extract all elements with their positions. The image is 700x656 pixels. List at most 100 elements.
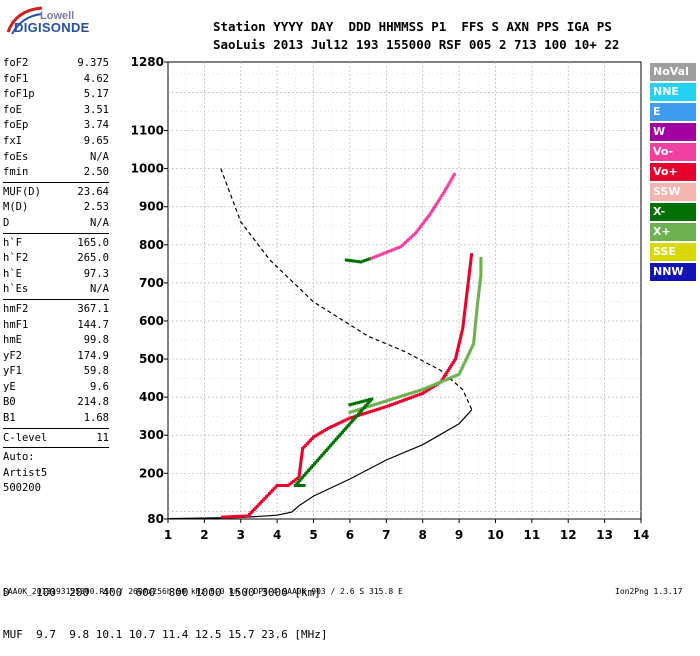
echo-point (336, 422, 340, 426)
echo-point (223, 515, 227, 519)
x-tick-label: 8 (419, 528, 427, 542)
echo-point (348, 422, 352, 426)
echo-point (348, 410, 352, 414)
parameter-row: foE 3.51 (3, 103, 109, 119)
echo-point (322, 429, 326, 433)
parameter-row: foEs N/A (3, 150, 109, 166)
echo-point (351, 419, 355, 423)
echo-point (463, 307, 467, 311)
parameter-row: fmin 2.50 (3, 165, 109, 181)
echo-point (399, 245, 403, 249)
echo-point (423, 390, 427, 394)
x-tick-label: 1 (164, 528, 172, 542)
echo-point (454, 353, 458, 357)
parameter-value: 2.50 (83, 166, 109, 179)
y-tick-label: 500 (139, 352, 164, 366)
parameter-value: 214.8 (77, 396, 109, 409)
parameter-row: foF1 4.62 (3, 72, 109, 88)
echo-point (340, 430, 344, 434)
echo-point (457, 344, 461, 348)
echo-point (452, 359, 456, 363)
echo-point (354, 401, 358, 405)
echo-point (479, 273, 483, 277)
echo-point (249, 511, 253, 515)
parameter-row: yE 9.6 (3, 380, 109, 396)
echo-point (288, 482, 292, 486)
parameter-value: 3.51 (83, 103, 109, 116)
parameter-row: h`Es N/A (3, 282, 109, 298)
parameter-value: N/A (90, 283, 109, 296)
echo-point (374, 402, 378, 406)
y-tick-label: 1000 (131, 162, 164, 176)
x-tick-label: 10 (487, 528, 504, 542)
echo-point (340, 420, 344, 424)
echo-point (395, 246, 399, 250)
echo-point (334, 437, 338, 441)
echo-point (365, 411, 369, 415)
echo-point (474, 317, 478, 321)
echo-point (344, 418, 348, 422)
echo-point (332, 424, 336, 428)
parameter-label: hmF2 (3, 302, 29, 315)
echo-point (407, 237, 411, 241)
y-tick-label: 200 (139, 466, 164, 480)
echo-point (315, 459, 319, 463)
echo-point (359, 400, 363, 404)
y-tick-label: 800 (139, 238, 164, 252)
echo-point (364, 404, 368, 408)
header-column-values: SaoLuis 2013 Jul12 193 155000 RSF 005 2 … (213, 37, 620, 52)
echo-point (353, 259, 357, 263)
echo-point (478, 282, 482, 286)
parameter-value: 3.74 (83, 119, 109, 132)
separator (3, 427, 109, 429)
echo-point (427, 385, 431, 389)
echo-point (300, 455, 304, 459)
echo-point (305, 470, 309, 474)
echo-point (473, 324, 477, 328)
echo-point (293, 483, 297, 487)
echo-point (321, 430, 325, 434)
parameter-label: h`F2 (3, 252, 29, 265)
parameter-value: 9.6 (90, 380, 109, 393)
echo-point (345, 425, 349, 429)
echo-point (365, 398, 369, 402)
parameter-label: foF2 (3, 57, 29, 69)
header-column-titles: Station YYYY DAY DDD HHMMSS P1 FFS S AXN… (213, 19, 612, 34)
parameter-value: 99.8 (83, 334, 109, 347)
echo-point (464, 300, 468, 304)
x-tick-label: 5 (309, 528, 317, 542)
echo-point (479, 267, 483, 271)
echo-point (382, 251, 386, 255)
echo-point (298, 483, 302, 487)
parameter-label: foF1p (3, 88, 35, 101)
echo-point (244, 514, 248, 518)
parameter-label: foEp (3, 119, 29, 132)
echo-point (361, 399, 365, 403)
echo-point (467, 352, 471, 356)
echo-point (323, 450, 327, 454)
echo-point (258, 501, 262, 505)
parameter-label: fxI (3, 134, 22, 147)
echo-point (352, 409, 356, 413)
echo-point (346, 424, 350, 428)
echo-point (355, 259, 359, 263)
echo-point (254, 506, 258, 510)
echo-point (318, 455, 322, 459)
logo-swoosh-icon (6, 6, 43, 35)
echo-point (456, 348, 460, 352)
echo-point (355, 414, 359, 418)
parameter-value: 174.9 (77, 349, 109, 362)
echo-point (380, 400, 384, 404)
echo-point (475, 308, 479, 312)
echo-point (338, 421, 342, 425)
echo-point (444, 372, 448, 376)
echo-point (468, 350, 472, 354)
echo-point (479, 271, 483, 275)
echo-point (296, 480, 300, 484)
echo-point (367, 400, 371, 404)
echo-point (423, 387, 427, 391)
echo-point (370, 397, 374, 401)
echo-point (378, 253, 382, 257)
echo-point (458, 340, 462, 344)
echo-point (441, 191, 445, 195)
